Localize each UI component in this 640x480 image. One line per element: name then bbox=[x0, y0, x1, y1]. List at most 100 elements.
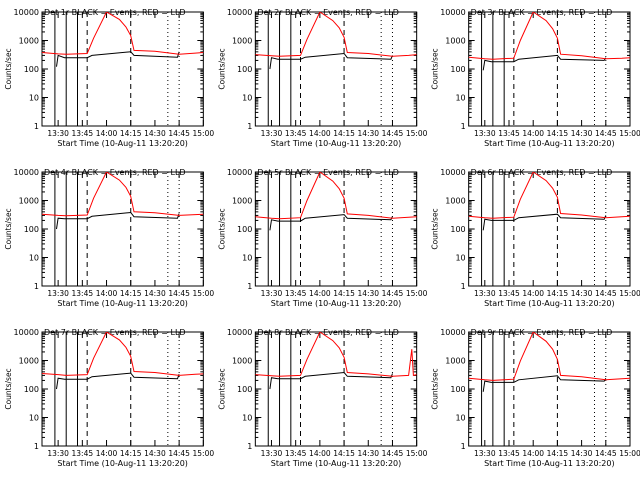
x-tick-label: 14:00 bbox=[96, 129, 118, 138]
y-axis-label: Counts/sec bbox=[4, 368, 13, 409]
x-tick-label: 14:00 bbox=[309, 129, 331, 138]
x-axis-label: Start Time (10-Aug-11 13:20:20) bbox=[484, 139, 615, 148]
x-tick-label: 14:00 bbox=[522, 129, 544, 138]
y-tick-label: 100 bbox=[24, 385, 39, 394]
x-tick-label: 15:00 bbox=[406, 289, 428, 298]
y-tick-label: 1 bbox=[461, 282, 466, 291]
y-tick-label: 1000 bbox=[19, 357, 39, 366]
x-tick-label: 14:45 bbox=[382, 449, 404, 458]
x-tick-label: 15:00 bbox=[406, 449, 428, 458]
x-tick-label: 14:45 bbox=[382, 289, 404, 298]
y-tick-label: 10 bbox=[242, 254, 252, 263]
y-tick-label: 10 bbox=[29, 414, 39, 423]
y-axis-label: Counts/sec bbox=[4, 208, 13, 249]
y-tick-label: 1 bbox=[34, 442, 39, 451]
y-tick-label: 10000 bbox=[14, 8, 39, 17]
x-tick-label: 13:45 bbox=[498, 129, 520, 138]
y-axis-label: Counts/sec bbox=[217, 208, 226, 249]
chart-title: Det 8r BLACK = Events, RED = LLD bbox=[257, 328, 399, 337]
x-tick-label: 13:30 bbox=[474, 289, 496, 298]
series-line-events bbox=[482, 54, 607, 71]
x-tick-label: 14:00 bbox=[96, 449, 118, 458]
chart-title: Det 3r BLACK = Events, RED = LLD bbox=[471, 8, 613, 17]
x-tick-label: 13:30 bbox=[261, 289, 283, 298]
x-tick-label: 15:00 bbox=[619, 289, 640, 298]
x-axis-label: Start Time (10-Aug-11 13:20:20) bbox=[484, 459, 615, 468]
y-tick-label: 100 bbox=[237, 225, 252, 234]
x-tick-label: 13:30 bbox=[474, 129, 496, 138]
y-tick-label: 1 bbox=[461, 442, 466, 451]
y-tick-label: 10000 bbox=[14, 168, 39, 177]
y-tick-label: 10000 bbox=[227, 8, 252, 17]
y-tick-label: 10000 bbox=[440, 168, 465, 177]
y-tick-label: 100 bbox=[24, 225, 39, 234]
y-tick-label: 10 bbox=[29, 254, 39, 263]
y-tick-label: 1000 bbox=[19, 37, 39, 46]
y-tick-label: 10000 bbox=[14, 328, 39, 337]
y-tick-label: 10000 bbox=[227, 328, 252, 337]
chart-title: Det 2r BLACK = Events, RED = LLD bbox=[257, 8, 399, 17]
x-tick-label: 15:00 bbox=[619, 129, 640, 138]
y-tick-label: 1 bbox=[247, 122, 252, 131]
y-tick-label: 100 bbox=[450, 65, 465, 74]
y-tick-label: 1 bbox=[34, 122, 39, 131]
x-tick-label: 14:45 bbox=[168, 449, 190, 458]
chart-panel-9: 1 10 100 1000 10000 13:30 13:45 14:00 14:15 14:30… bbox=[431, 328, 640, 468]
x-tick-label: 14:30 bbox=[571, 449, 593, 458]
x-tick-label: 14:15 bbox=[547, 129, 569, 138]
series-line-lld bbox=[255, 332, 417, 377]
chart-panel-6: 1 10 100 1000 10000 13:30 13:45 14:00 14:15 14:30… bbox=[431, 168, 640, 308]
y-tick-label: 10 bbox=[455, 254, 465, 263]
series-line-lld bbox=[42, 332, 204, 376]
series-line-lld bbox=[468, 172, 630, 219]
y-tick-label: 1000 bbox=[445, 37, 465, 46]
x-tick-label: 13:30 bbox=[261, 129, 283, 138]
series-line-lld bbox=[255, 12, 417, 57]
x-tick-label: 14:15 bbox=[120, 449, 142, 458]
x-tick-label: 14:00 bbox=[522, 449, 544, 458]
y-tick-label: 10 bbox=[455, 94, 465, 103]
x-tick-label: 13:45 bbox=[72, 289, 94, 298]
x-tick-label: 14:15 bbox=[547, 289, 569, 298]
y-axis-label: Counts/sec bbox=[4, 48, 13, 89]
chart-panel-2: 1 10 100 1000 10000 13:30 13:45 14:00 14:15 14:30… bbox=[217, 8, 427, 148]
x-axis-label: Start Time (10-Aug-11 13:20:20) bbox=[57, 459, 188, 468]
series-line-events bbox=[56, 51, 180, 67]
x-axis-label: Start Time (10-Aug-11 13:20:20) bbox=[271, 299, 402, 308]
series-line-lld bbox=[255, 172, 417, 220]
chart-title: Det 9r BLACK = Events, RED = LLD bbox=[471, 328, 613, 337]
y-tick-label: 1000 bbox=[445, 197, 465, 206]
x-tick-label: 13:45 bbox=[285, 449, 307, 458]
y-axis-label: Counts/sec bbox=[217, 368, 226, 409]
series-line-events bbox=[482, 213, 607, 231]
y-tick-label: 10 bbox=[242, 94, 252, 103]
x-tick-label: 14:30 bbox=[357, 449, 379, 458]
y-tick-label: 10000 bbox=[440, 8, 465, 17]
x-tick-label: 13:30 bbox=[47, 449, 69, 458]
x-tick-label: 14:45 bbox=[595, 449, 617, 458]
x-tick-label: 14:45 bbox=[595, 129, 617, 138]
y-tick-label: 100 bbox=[237, 385, 252, 394]
chart-panel-1: 1 10 100 1000 10000 13:30 13:45 14:00 14:15 14:30… bbox=[4, 8, 214, 148]
y-tick-label: 10000 bbox=[227, 168, 252, 177]
series-line-lld bbox=[468, 332, 630, 381]
y-tick-label: 1000 bbox=[232, 197, 252, 206]
y-tick-label: 1000 bbox=[19, 197, 39, 206]
chart-panel-8: 1 10 100 1000 10000 13:30 13:45 14:00 14:15 14:30… bbox=[217, 328, 427, 468]
x-tick-label: 14:30 bbox=[571, 289, 593, 298]
y-axis-label: Counts/sec bbox=[431, 368, 440, 409]
x-axis-label: Start Time (10-Aug-11 13:20:20) bbox=[271, 139, 402, 148]
series-line-events bbox=[482, 375, 607, 392]
y-tick-label: 100 bbox=[450, 225, 465, 234]
x-axis-label: Start Time (10-Aug-11 13:20:20) bbox=[271, 459, 402, 468]
x-tick-label: 14:30 bbox=[144, 449, 166, 458]
x-tick-label: 13:45 bbox=[498, 449, 520, 458]
series-line-events bbox=[56, 211, 180, 230]
x-tick-label: 14:15 bbox=[333, 289, 355, 298]
series-line-events bbox=[269, 371, 393, 390]
x-tick-label: 14:30 bbox=[144, 289, 166, 298]
series-line-lld bbox=[42, 12, 204, 55]
x-tick-label: 13:45 bbox=[72, 449, 94, 458]
x-tick-label: 15:00 bbox=[193, 289, 215, 298]
chart-title: Det 1r BLACK = Events, RED = LLD bbox=[44, 8, 186, 17]
